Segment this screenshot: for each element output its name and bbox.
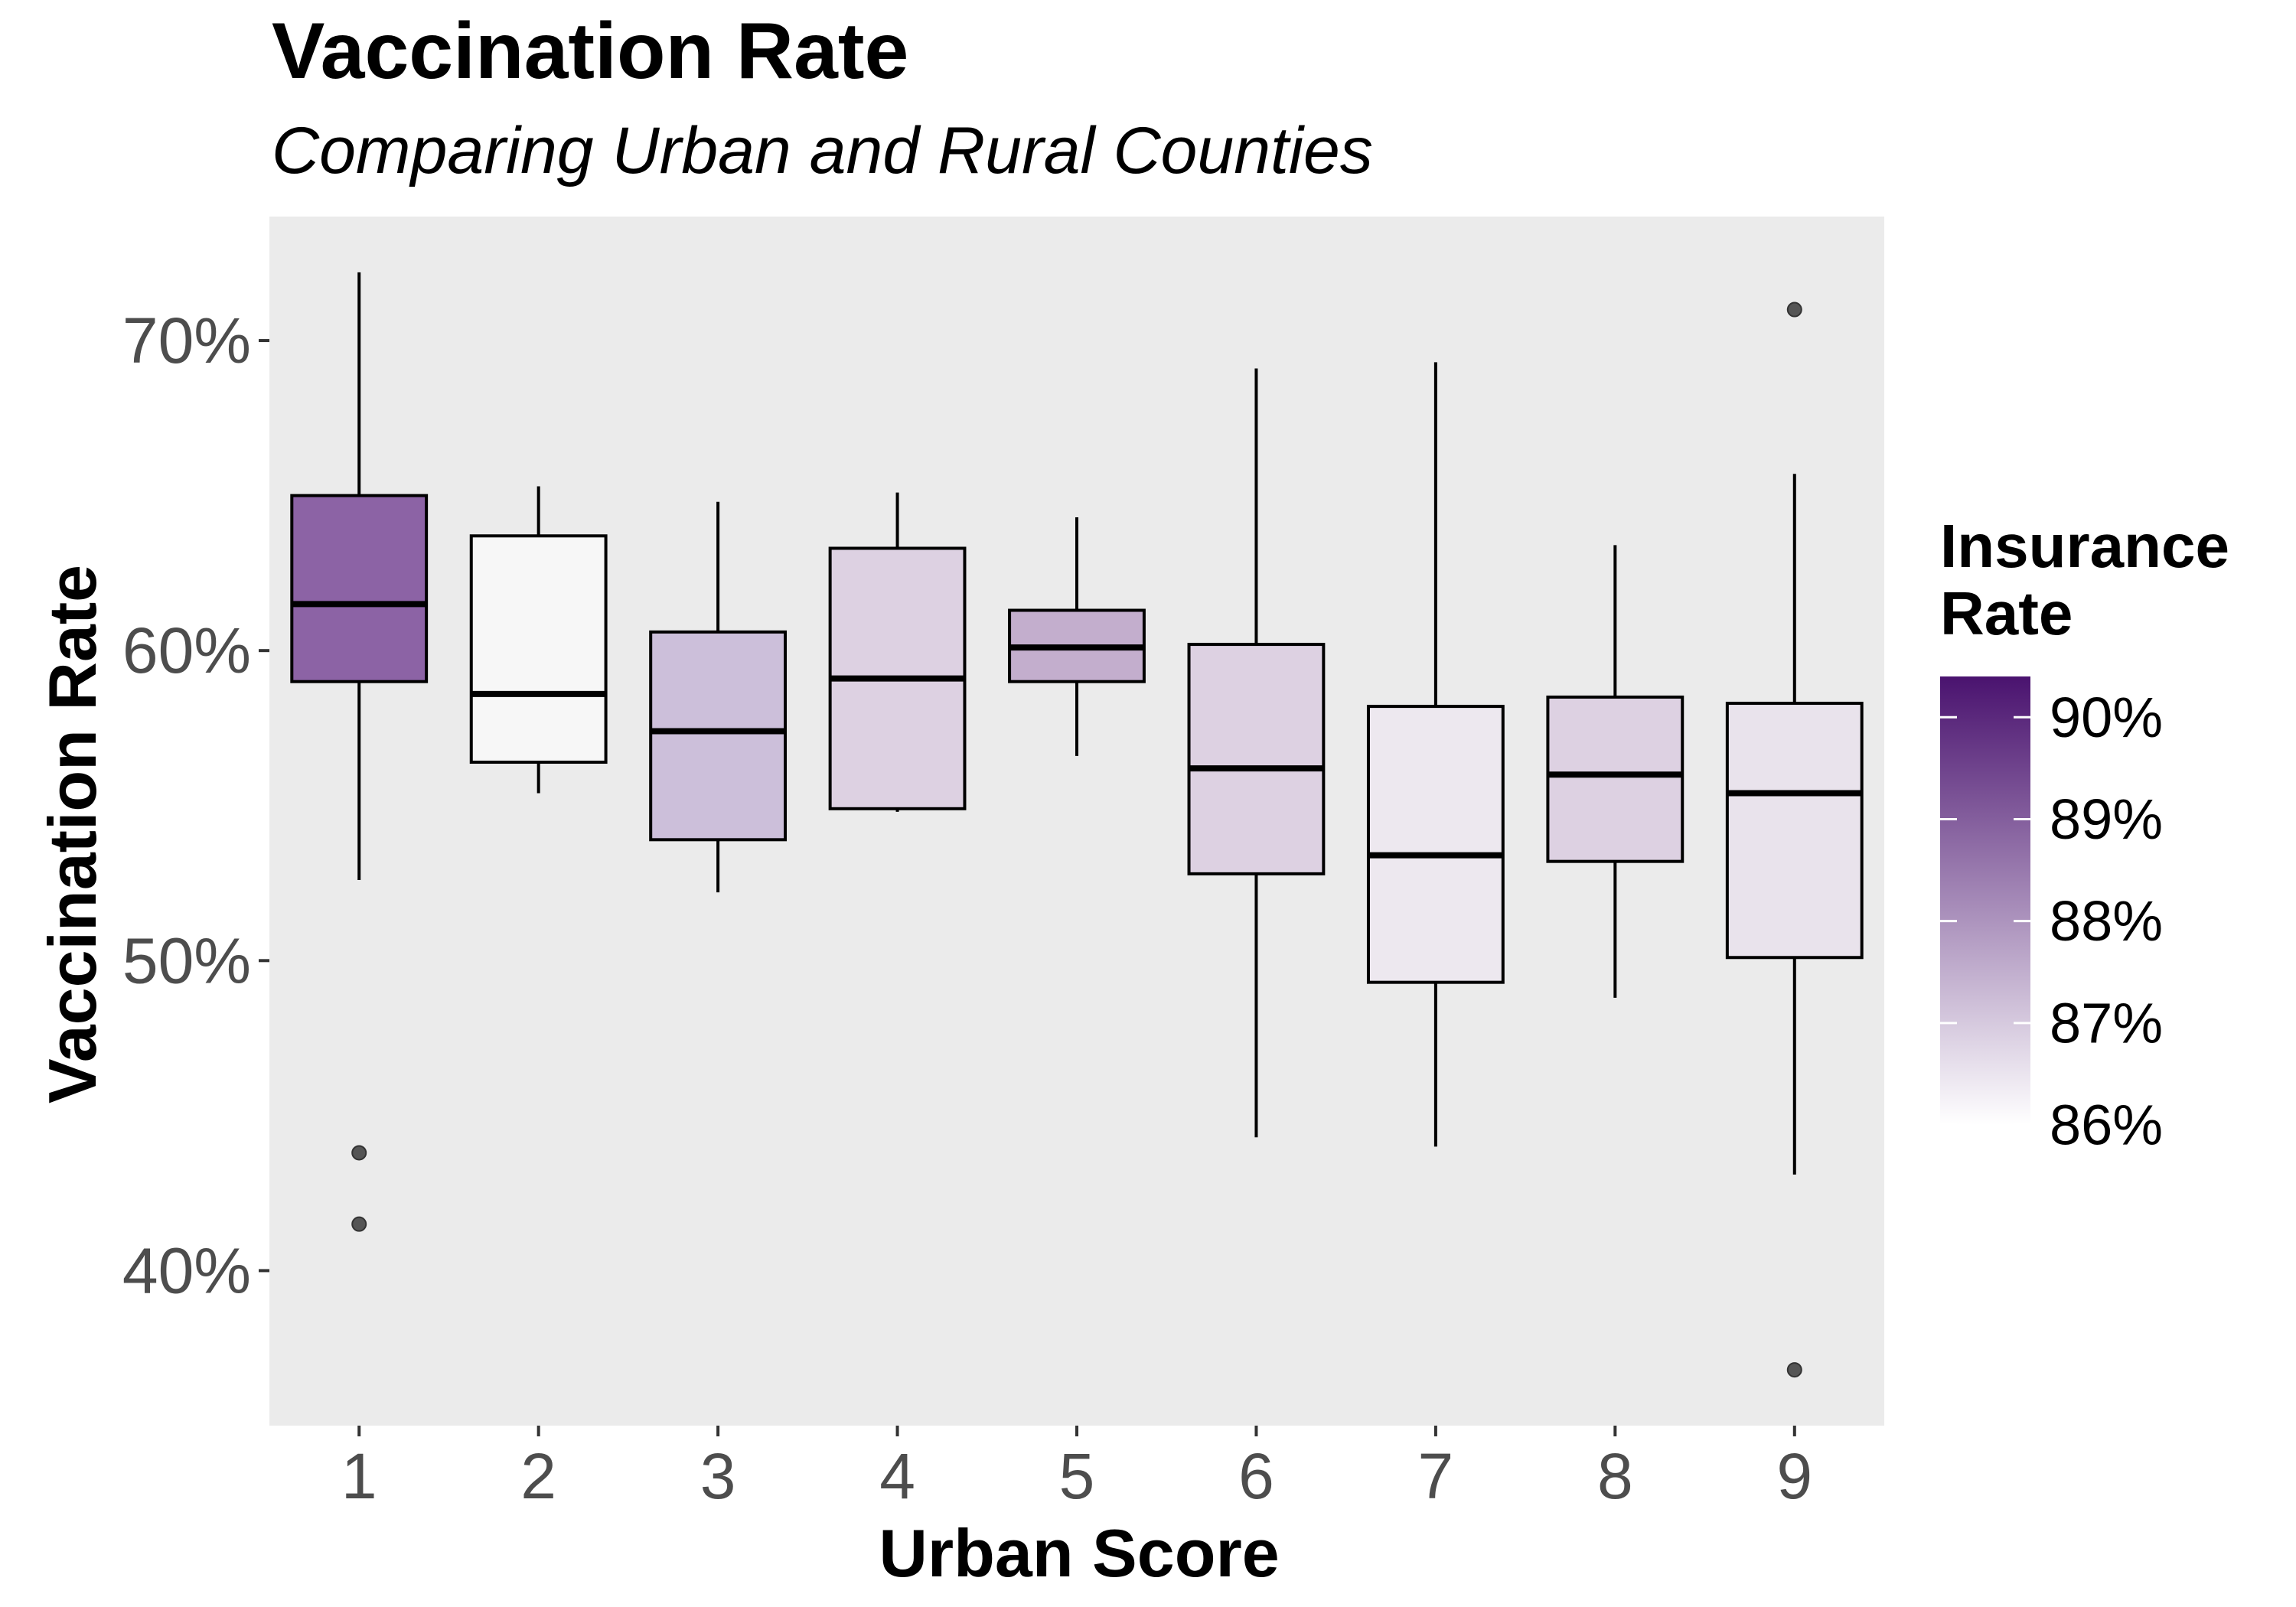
- y-axis: 40% 50% 60% 70%: [122, 305, 269, 1306]
- legend-title: Insurance Rate: [1940, 513, 2229, 647]
- x-tick-label: 9: [1776, 1440, 1812, 1512]
- y-tick-label: 70%: [122, 305, 251, 376]
- box: [649, 630, 788, 842]
- box: [469, 534, 608, 764]
- y-tick-label: 40%: [122, 1234, 251, 1306]
- x-tick-label: 1: [341, 1440, 377, 1512]
- box-group-9: [1725, 302, 1864, 1378]
- outlier-point: [1786, 1362, 1802, 1378]
- box: [1546, 695, 1684, 863]
- color-legend: 86% 87% 88% 89% 90%: [1940, 676, 2163, 1157]
- chart-title: Vaccination Rate: [272, 7, 909, 96]
- box: [1187, 643, 1326, 875]
- y-axis-title: Vaccination Rate: [34, 564, 110, 1104]
- y-tick-label: 60%: [122, 614, 251, 686]
- x-axis: 1 2 3 4 5 6 7 8 9: [341, 1426, 1812, 1512]
- x-tick-label: 8: [1597, 1440, 1633, 1512]
- boxes-group: [290, 272, 1864, 1378]
- box-group-5: [1008, 517, 1146, 756]
- box-group-8: [1546, 545, 1684, 998]
- box-group-2: [469, 486, 608, 794]
- box: [290, 494, 429, 683]
- box-group-3: [649, 501, 788, 893]
- legend-colorbar: [1940, 676, 2030, 1125]
- legend-tick-label: 86%: [2050, 1094, 2163, 1157]
- outlier-point: [351, 1216, 367, 1232]
- box-group-4: [828, 492, 967, 812]
- legend-tick-label: 88%: [2050, 889, 2163, 953]
- x-tick-label: 6: [1238, 1440, 1274, 1512]
- legend-tick-label: 90%: [2050, 686, 2163, 749]
- y-tick-label: 50%: [122, 924, 251, 996]
- box-group-7: [1366, 362, 1505, 1147]
- box: [1366, 705, 1505, 984]
- legend-tick-label: 87%: [2050, 991, 2163, 1054]
- outlier-point: [1786, 302, 1802, 318]
- legend-title-line-2: Rate: [1940, 579, 2073, 647]
- x-tick-label: 2: [520, 1440, 556, 1512]
- x-tick-label: 3: [700, 1440, 736, 1512]
- legend-tick-label: 89%: [2050, 787, 2163, 851]
- box-group-6: [1187, 368, 1326, 1138]
- x-tick-label: 4: [879, 1440, 915, 1512]
- x-axis-title: Urban Score: [879, 1515, 1280, 1591]
- x-tick-label: 5: [1059, 1440, 1095, 1512]
- outlier-point: [351, 1145, 367, 1161]
- box: [1725, 702, 1864, 960]
- chart-subtitle: Comparing Urban and Rural Counties: [272, 114, 1373, 187]
- x-tick-label: 7: [1418, 1440, 1454, 1512]
- box-group-1: [290, 272, 429, 1232]
- legend-title-line-1: Insurance: [1940, 512, 2229, 580]
